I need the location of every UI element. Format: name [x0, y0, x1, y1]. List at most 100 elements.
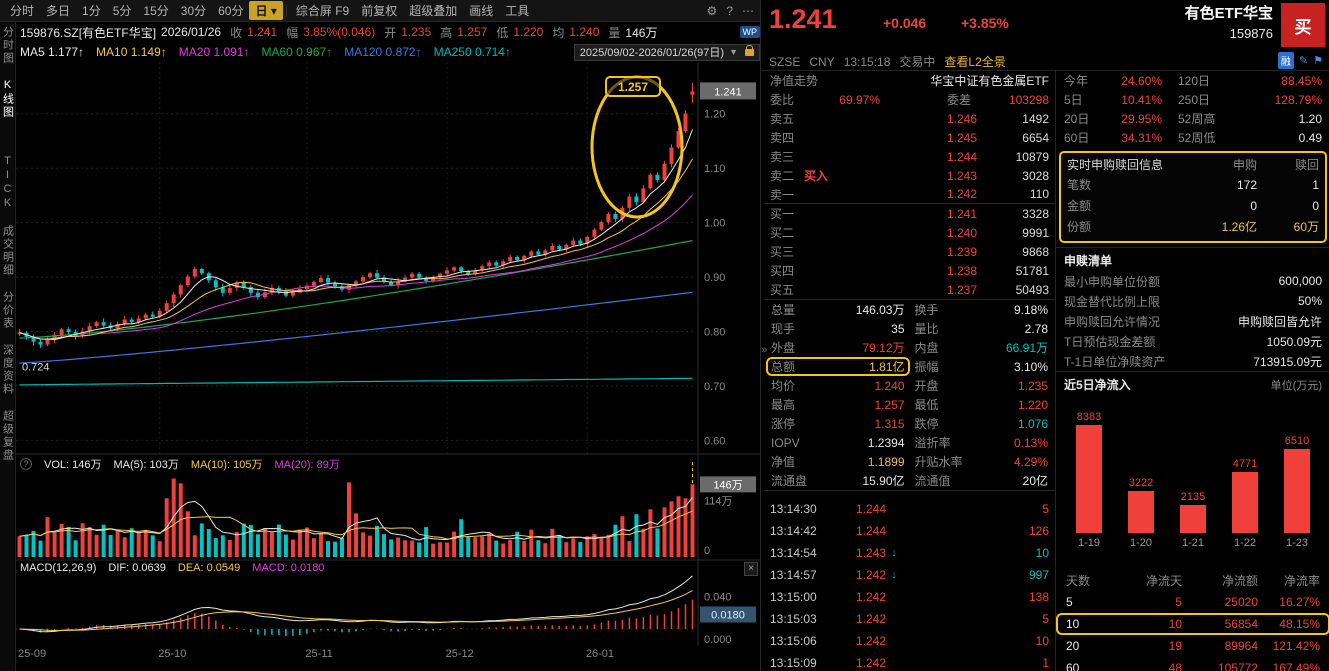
stat-value: 79.12万	[862, 341, 905, 355]
orderbook-row-买一[interactable]: 买一 1.241 3328	[764, 204, 1055, 223]
period-tab-2[interactable]: 1分	[82, 4, 101, 18]
weicha-label: 委差	[946, 93, 971, 107]
weibi-label: 委比	[770, 93, 795, 107]
tick-time: 13:14:54	[770, 546, 817, 560]
tick-direction-icon: ↓	[891, 569, 897, 581]
period-tab-selected[interactable]: 日 ▾	[249, 1, 283, 20]
l2-view-link[interactable]: 查看L2全景	[944, 55, 1006, 69]
svg-text:0.040: 0.040	[704, 592, 732, 604]
flow-rate: 167.49%	[1272, 661, 1320, 671]
tick-time: 13:14:57	[770, 568, 817, 582]
close-icon[interactable]: ×	[744, 562, 758, 576]
ma-item-MA20: MA20 1.091↑	[178, 45, 250, 59]
orderbook-row-买三[interactable]: 买三 1.239 9868	[764, 242, 1055, 261]
orderbook-row-买五[interactable]: 买五 1.237 50493	[764, 280, 1055, 299]
tick-time: 13:15:09	[770, 656, 817, 670]
subscription-title: 实时申购赎回信息	[1067, 157, 1164, 172]
orderbook-row-卖五[interactable]: 卖五 1.246 1492	[764, 109, 1055, 128]
period-tab-3[interactable]: 5分	[112, 4, 132, 18]
stat-pair-振幅: 振幅 3.10%	[910, 357, 1054, 376]
stat-pair-净值: 净值 1.1899	[766, 452, 910, 471]
toolbar-icons: ⚙ ? ⋯	[707, 4, 756, 18]
nav-value-row[interactable]: 净值走势 华宝中证有色金属ETF	[764, 71, 1055, 90]
price-change: +0.046	[883, 15, 927, 31]
stat-value: 9.18%	[1013, 302, 1048, 317]
gear-icon[interactable]: ⚙	[706, 3, 718, 18]
orderbook-row-买四[interactable]: 买四 1.238 51781	[764, 261, 1055, 280]
tick-volume: 10	[1035, 634, 1049, 648]
nav-link[interactable]: 净值走势	[770, 74, 819, 88]
stat-pair-开盘: 开盘 1.235	[910, 376, 1054, 395]
tick-row: 13:15:03 1.242 5	[764, 608, 1055, 630]
sidebar-item-1[interactable]: K线图	[1, 79, 14, 119]
period-tab-0[interactable]: 分时	[10, 4, 35, 18]
toolbar-menu-item-4[interactable]: 工具	[505, 4, 530, 18]
field-value: 1.257	[457, 25, 488, 39]
toolbar-menu-item-3[interactable]: 画线	[469, 4, 494, 18]
net-inflow-title: 近5日净流入	[1064, 378, 1131, 392]
field-value: 3.85%(0.046)	[303, 25, 376, 39]
sidebar-item-2[interactable]: TICK	[1, 155, 14, 211]
flow-amount: 25020	[1224, 595, 1258, 609]
period-tab-1[interactable]: 多日	[46, 4, 71, 18]
x-axis-label: 25-12	[445, 648, 474, 660]
sidebar-item-6[interactable]: 超级复盘	[1, 410, 14, 462]
level-price: 1.241	[946, 206, 977, 221]
redemption-list-section: 申赎清单 最小申购单位份额 600,000 现金替代比例上限 50% 申购赎回允许情况申…	[1056, 247, 1329, 371]
flow-rate: 48.15%	[1279, 617, 1320, 631]
flag-icon[interactable]: ⚑	[1313, 55, 1323, 67]
toolbar-menu-item-0[interactable]: 综合屏 F9	[295, 4, 350, 18]
stats-row: 现手 35 量比 2.78	[764, 319, 1055, 338]
stat-label: 外盘	[771, 341, 796, 355]
level-price: 1.244	[946, 149, 977, 164]
stat-value: 146.03万	[855, 303, 905, 317]
period-tab-5[interactable]: 30分	[180, 4, 207, 18]
toolbar-menu-item-1[interactable]: 前复权	[361, 4, 398, 18]
collapse-icon[interactable]: »	[761, 344, 768, 356]
kline-volume-macd-chart[interactable]: 1.20 1.10 1.00 0.90 0.80 0.70 0.60 1.257 0.724 1.…	[16, 62, 760, 646]
stat-value: 3.10%	[1013, 359, 1048, 374]
sidebar-item-4[interactable]: 分价表	[1, 291, 14, 330]
svg-text:0.70: 0.70	[704, 381, 725, 393]
orderbook-row-卖四[interactable]: 卖四 1.245 6654	[764, 128, 1055, 147]
orderbook-row-卖三[interactable]: 卖三 1.244 10879	[764, 147, 1055, 166]
chart-area[interactable]: 1.20 1.10 1.00 0.90 0.80 0.70 0.60 1.257 0.724 1.…	[16, 62, 760, 646]
redemption-value: 50%	[1297, 294, 1322, 308]
stat-label: 内盘	[914, 341, 939, 355]
stat-pair-量比: 量比 2.78	[910, 319, 1054, 338]
orderbook-row-卖一[interactable]: 卖一 1.242 110	[764, 185, 1055, 204]
orderbook-row-卖二[interactable]: 卖二 买入 1.243 3028	[764, 166, 1055, 185]
sidebar-item-3[interactable]: 成交明细	[1, 225, 14, 277]
stats-row: 最高 1.257 最低 1.220	[764, 395, 1055, 414]
level-volume: 51781	[1015, 263, 1049, 278]
help-icon[interactable]: ?	[20, 458, 32, 470]
stat-pair-流通盘: 流通盘 15.90亿	[766, 471, 910, 490]
pencil-icon[interactable]: ✎	[1298, 55, 1309, 67]
svg-text:1.00: 1.00	[704, 218, 725, 230]
flow-net-days: 19	[1168, 639, 1182, 653]
lock-icon[interactable]	[745, 44, 754, 56]
tick-volume: 5	[1042, 502, 1049, 516]
tick-direction-icon: ↓	[891, 547, 897, 559]
help-icon[interactable]: ?	[726, 3, 733, 18]
sidebar-item-0[interactable]: 分时图	[1, 26, 14, 65]
more-icon[interactable]: ⋯	[742, 3, 754, 18]
level-volume: 110	[1029, 187, 1049, 201]
buy-button[interactable]: 买	[1281, 3, 1325, 47]
stat-value: 1.2394	[867, 435, 905, 450]
sidebar-item-5[interactable]: 深度资料	[1, 344, 14, 396]
redemption-value: 600,000	[1278, 274, 1322, 288]
ma-item-MA120: MA120 0.872↑	[344, 45, 422, 59]
date-range-selector[interactable]: 2025/09/02-2026/01/26(97日) ▼	[573, 43, 760, 61]
period-tab-4[interactable]: 15分	[143, 4, 169, 18]
field-value: 1.241	[247, 25, 278, 39]
tick-price: 1.242	[855, 656, 886, 670]
toolbar-menu-item-2[interactable]: 超级叠加	[409, 4, 458, 18]
svg-text:0.60: 0.60	[704, 435, 725, 447]
period-stat-row: 5日 10.41% 250日 128.79%	[1056, 90, 1329, 109]
period-tab-6[interactable]: 60分	[218, 4, 244, 18]
stat-value: 35	[891, 321, 905, 336]
period-value: 1.20	[1298, 111, 1322, 126]
orderbook-row-买二[interactable]: 买二 1.240 9991	[764, 223, 1055, 242]
level-price: 1.239	[946, 244, 977, 259]
